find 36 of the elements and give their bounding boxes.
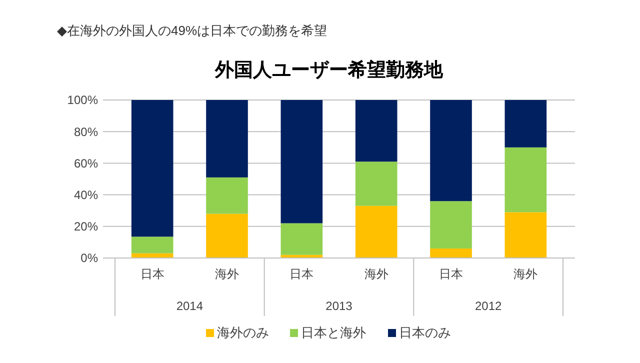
y-tick-label: 20%	[74, 220, 98, 234]
chart-subtitle: ◆在海外の外国人の49%は日本での勤務を希望	[57, 23, 328, 38]
x-tick-label: 日本	[439, 267, 463, 281]
text: 2013	[326, 299, 353, 313]
bar	[355, 100, 398, 162]
x-tick-label: 日本	[290, 267, 314, 281]
chart-title: 外国人ユーザー希望勤務地	[214, 59, 444, 81]
x-tick-label: 海外	[215, 267, 239, 281]
y-tick-label: 40%	[74, 188, 98, 202]
x-tick-label: 海外	[364, 267, 388, 281]
x-tick-label: 海外	[514, 267, 538, 281]
bar	[355, 206, 398, 258]
bar	[355, 162, 398, 206]
bar	[430, 248, 472, 258]
bar	[504, 212, 547, 258]
bar	[504, 100, 547, 148]
bar	[206, 214, 248, 258]
bar	[280, 100, 323, 224]
text: 2012	[474, 299, 502, 313]
bar	[206, 100, 248, 178]
legend-label: 日本のみ	[399, 325, 451, 340]
legend-label: 海外のみ	[217, 325, 269, 340]
bar	[430, 100, 472, 202]
bar	[131, 236, 174, 254]
y-tick-label: 80%	[74, 124, 98, 139]
bar	[504, 147, 547, 212]
bar	[280, 223, 323, 255]
text: 2014	[176, 299, 204, 313]
x-tick-label: 日本	[140, 267, 164, 281]
y-tick-label: 60%	[74, 156, 98, 170]
y-tick-label: 0%	[80, 251, 98, 266]
y-tick-label: 100%	[67, 93, 98, 108]
bar	[430, 201, 472, 249]
legend-label: 日本と海外	[301, 325, 366, 340]
bar	[206, 177, 248, 214]
bar	[131, 100, 174, 237]
